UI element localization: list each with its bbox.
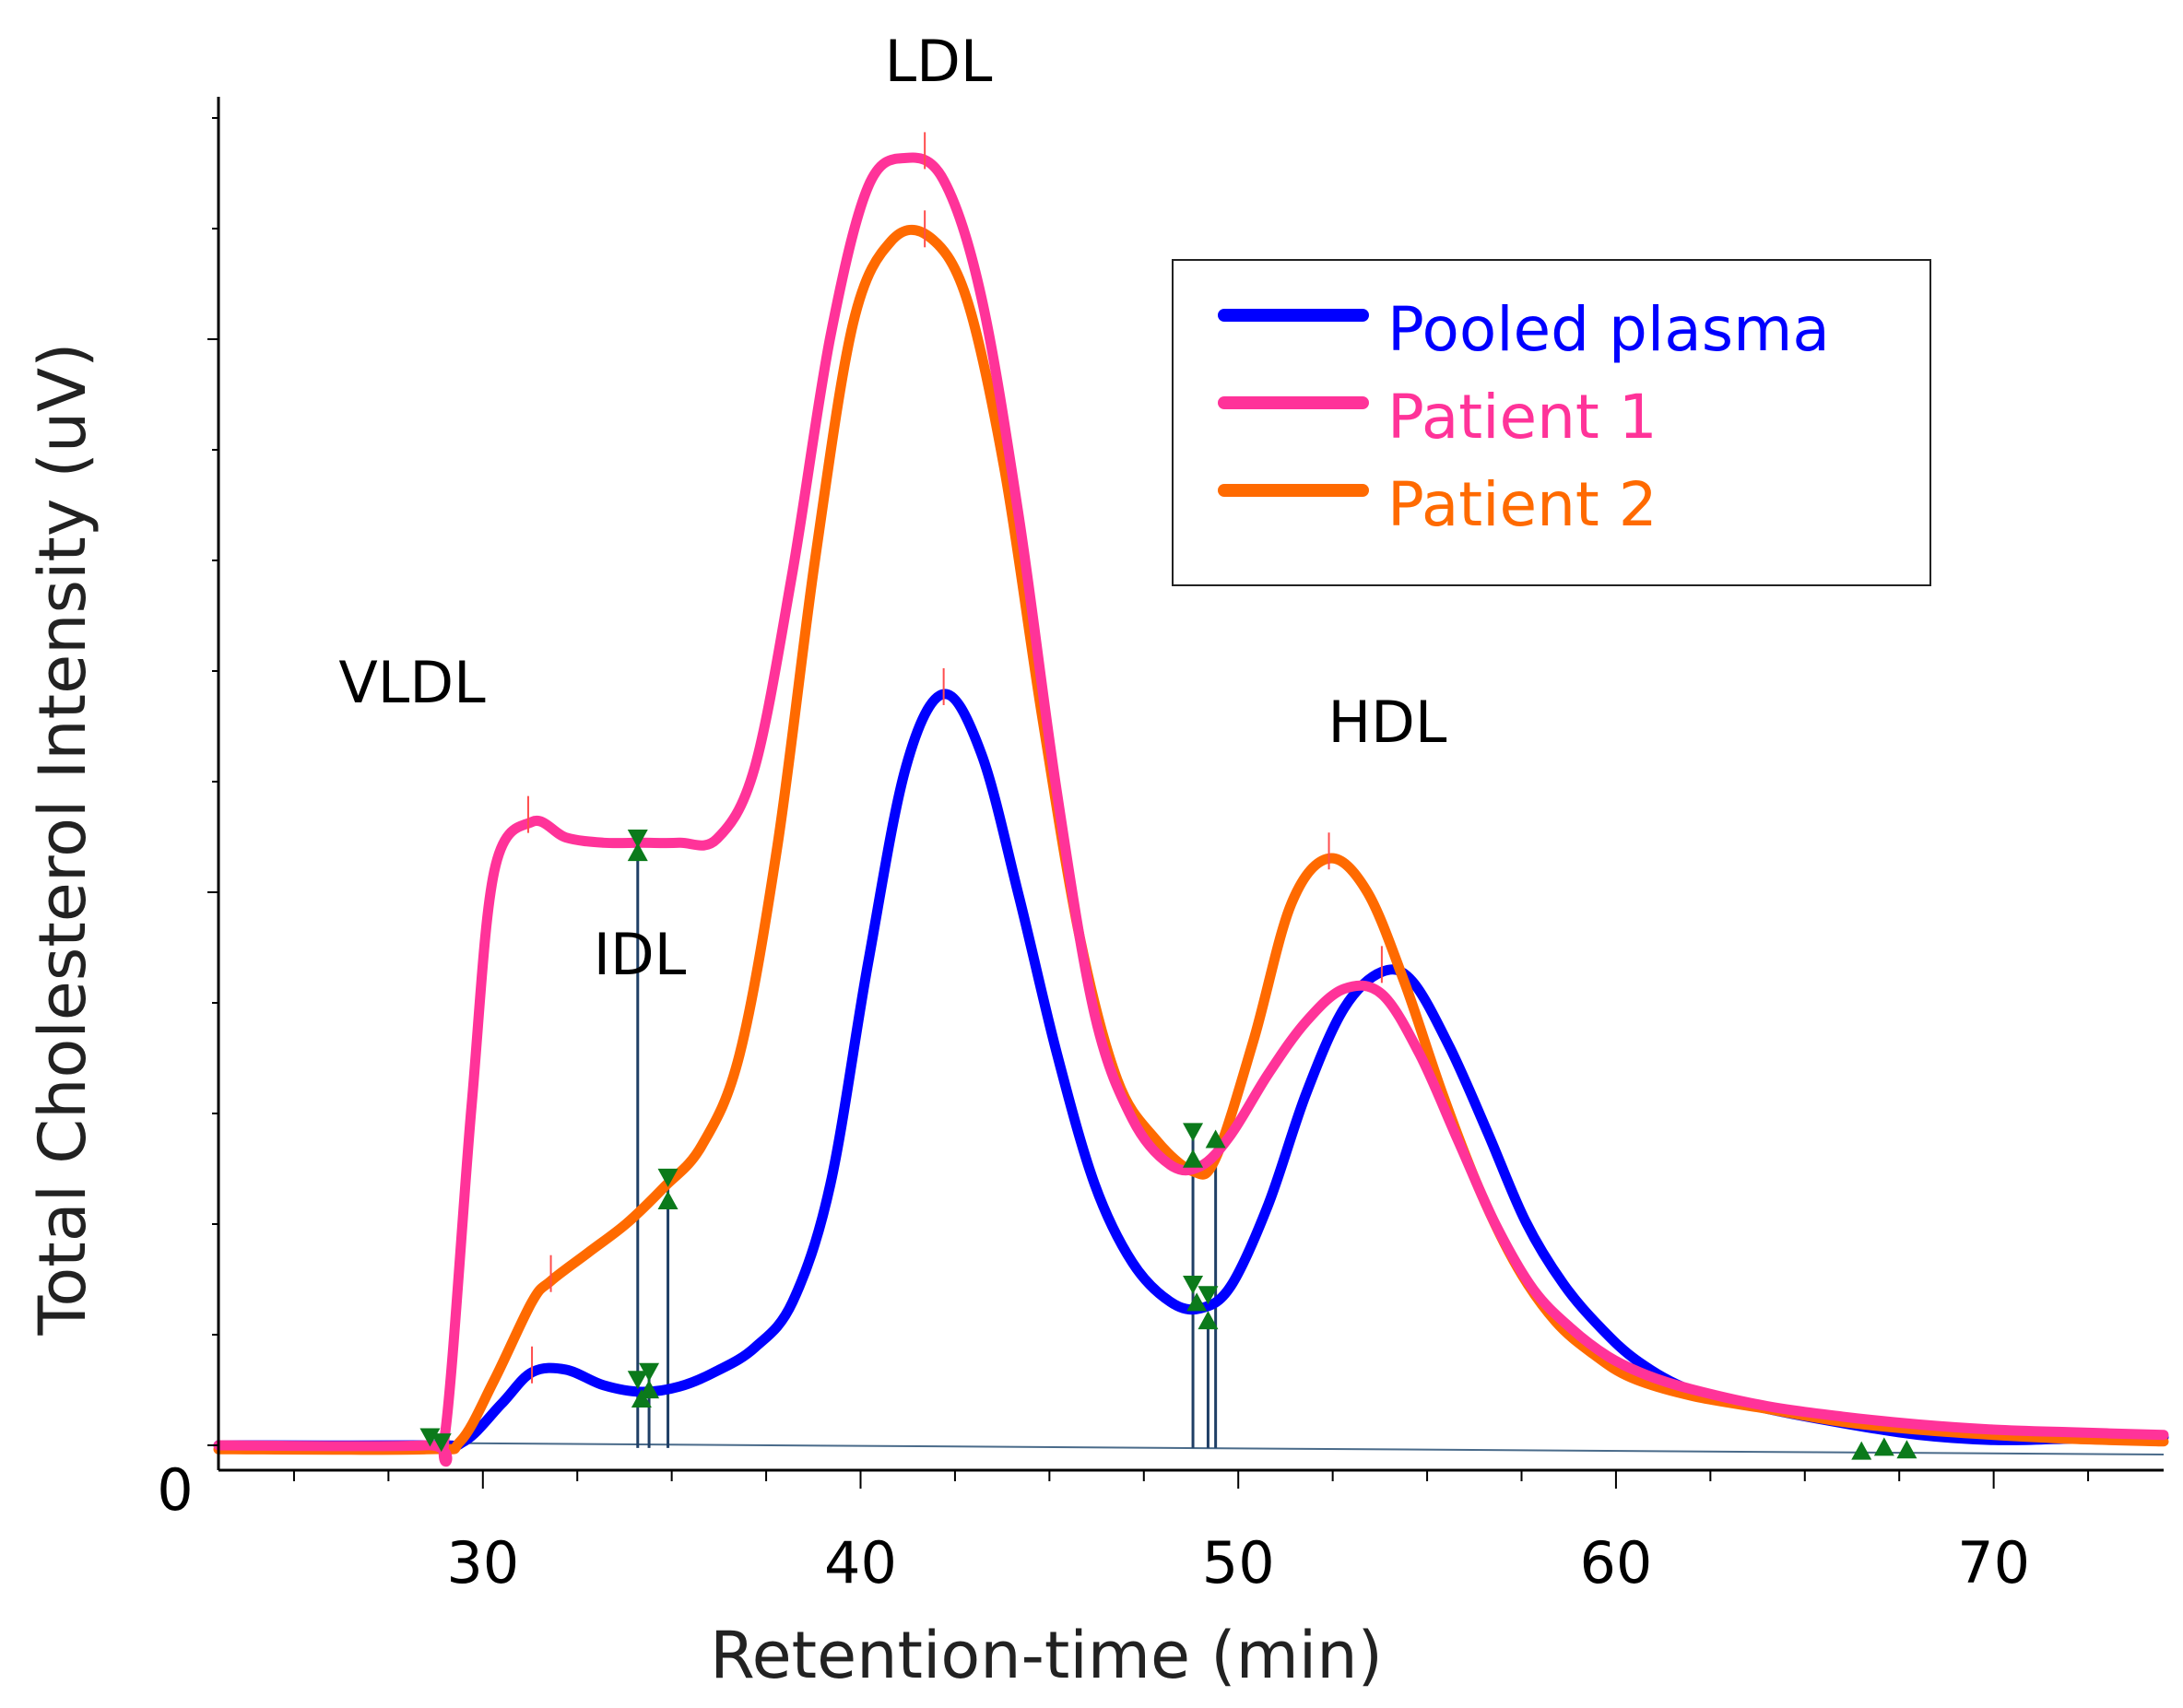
integration-triangle-10 — [1183, 1123, 1204, 1142]
annotation-ldl: LDL — [885, 28, 993, 95]
integration-triangle-12 — [1205, 1129, 1226, 1148]
series-line-patient-1 — [213, 152, 2169, 1467]
integration-triangle-7 — [639, 1380, 660, 1399]
x-tick-label-60: 60 — [1579, 1529, 1652, 1596]
integration-triangle-9 — [657, 1190, 678, 1209]
annotation-idl: IDL — [594, 921, 687, 988]
integration-triangle-17 — [1851, 1441, 1872, 1460]
legend-label-pooled-plasma: Pooled plasma — [1387, 294, 1830, 365]
x-ticks: 30 40 50 60 70 — [292, 1470, 2090, 1596]
integration-triangle-4 — [627, 1371, 648, 1390]
integration-triangle-3 — [627, 842, 648, 862]
integration-triangle-18 — [1873, 1437, 1894, 1456]
legend: Pooled plasma Patient 1 Patient 2 — [1172, 259, 1931, 586]
annotation-hdl: HDL — [1328, 689, 1447, 756]
integration-triangle-11 — [1183, 1148, 1204, 1168]
x-tick-label-40: 40 — [824, 1529, 897, 1596]
integration-triangle-8 — [657, 1168, 678, 1187]
integration-triangle-5 — [639, 1362, 660, 1382]
x-tick-label-50: 50 — [1202, 1529, 1275, 1596]
integration-triangle-2 — [627, 830, 648, 849]
x-tick-label-30: 30 — [446, 1529, 519, 1596]
integration-triangle-1 — [431, 1433, 452, 1453]
y-tick-label-0: 0 — [157, 1456, 193, 1524]
x-tick-label-70: 70 — [1957, 1529, 2030, 1596]
annotation-vldl: VLDL — [338, 649, 486, 716]
integration-triangle-13 — [1183, 1275, 1204, 1294]
legend-label-patient-1: Patient 1 — [1387, 382, 1658, 453]
integration-triangle-15 — [1198, 1286, 1219, 1305]
legend-label-patient-2: Patient 2 — [1387, 469, 1658, 540]
axes: 30 40 50 60 70 0 — [157, 97, 2164, 1596]
peak-annotations: LDL VLDL IDL HDL — [338, 28, 1447, 988]
integration-markers — [218, 839, 2165, 1455]
peak-markers — [419, 132, 1918, 1460]
integration-triangle-19 — [1896, 1440, 1918, 1459]
x-axis-label: Retention-time (min) — [710, 1618, 1383, 1693]
integration-triangle-16 — [1198, 1311, 1219, 1330]
integration-triangle-14 — [1186, 1292, 1208, 1312]
integration-triangle-0 — [419, 1428, 441, 1447]
y-axis-label: Total Cholesterol Intensity (uV) — [25, 343, 100, 1337]
baseline — [218, 1441, 2165, 1455]
y-ticks: 0 — [157, 117, 218, 1524]
